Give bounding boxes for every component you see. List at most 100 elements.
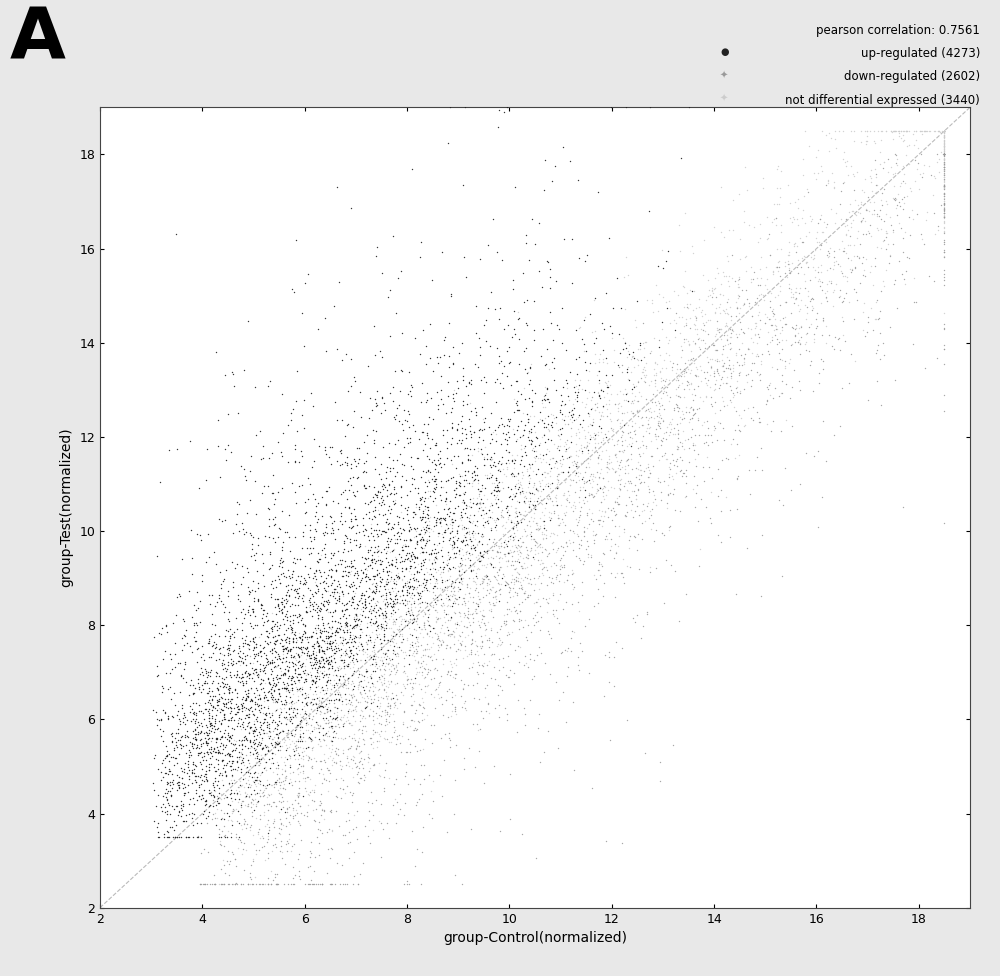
- Point: [388, 550, 404, 566]
- Point: [270, 735, 286, 751]
- Point: [285, 638, 301, 654]
- Point: [480, 237, 496, 253]
- Point: [662, 485, 678, 501]
- Point: [550, 427, 566, 442]
- Point: [647, 373, 663, 388]
- Point: [470, 504, 486, 519]
- Point: [686, 283, 702, 299]
- Point: [317, 582, 333, 597]
- Point: [936, 123, 952, 139]
- Point: [423, 547, 439, 562]
- Point: [773, 218, 789, 233]
- Point: [539, 441, 555, 457]
- Point: [308, 686, 324, 702]
- Point: [581, 459, 597, 474]
- Point: [487, 519, 503, 535]
- Point: [542, 492, 558, 508]
- Point: [402, 579, 418, 594]
- Point: [335, 743, 351, 758]
- Point: [483, 285, 499, 301]
- Point: [402, 519, 418, 535]
- Point: [719, 332, 735, 347]
- Point: [378, 614, 394, 630]
- Point: [525, 532, 541, 548]
- Point: [248, 731, 264, 747]
- Point: [408, 573, 424, 589]
- Point: [243, 527, 259, 543]
- Point: [664, 446, 680, 462]
- Point: [467, 458, 483, 473]
- Point: [347, 732, 363, 748]
- Point: [261, 529, 277, 545]
- Point: [482, 509, 498, 525]
- Point: [246, 765, 262, 781]
- Point: [605, 421, 621, 436]
- Point: [358, 480, 374, 496]
- Point: [312, 698, 328, 713]
- Point: [538, 455, 554, 470]
- Point: [672, 325, 688, 341]
- Point: [798, 446, 814, 462]
- Point: [687, 336, 703, 351]
- Point: [936, 179, 952, 194]
- Point: [261, 706, 277, 721]
- Point: [326, 298, 342, 313]
- Point: [567, 499, 583, 514]
- Point: [349, 596, 365, 612]
- Point: [631, 402, 647, 418]
- Point: [712, 321, 728, 337]
- Point: [610, 539, 626, 554]
- Point: [533, 455, 549, 470]
- Point: [542, 480, 558, 496]
- Point: [419, 478, 435, 494]
- Point: [400, 603, 416, 619]
- Point: [618, 340, 634, 355]
- Point: [898, 147, 914, 163]
- Point: [295, 627, 311, 642]
- Point: [781, 244, 797, 260]
- Point: [400, 731, 416, 747]
- Point: [584, 487, 600, 503]
- Point: [366, 432, 382, 448]
- Point: [285, 608, 301, 624]
- Point: [518, 341, 534, 356]
- Point: [205, 699, 221, 714]
- Point: [388, 305, 404, 321]
- Point: [255, 785, 271, 800]
- Point: [614, 433, 630, 449]
- Point: [599, 531, 615, 547]
- Point: [307, 673, 323, 689]
- Point: [403, 599, 419, 615]
- Point: [936, 170, 952, 185]
- Point: [234, 752, 250, 768]
- Point: [355, 565, 371, 581]
- Point: [314, 876, 330, 892]
- Point: [533, 551, 549, 567]
- Point: [457, 422, 473, 437]
- Point: [791, 304, 807, 319]
- Point: [491, 651, 507, 667]
- Point: [505, 545, 521, 560]
- Point: [336, 675, 352, 691]
- Point: [763, 317, 779, 333]
- Point: [815, 224, 831, 240]
- Point: [398, 548, 414, 563]
- Point: [774, 352, 790, 368]
- Point: [371, 708, 387, 723]
- Point: [328, 725, 344, 741]
- Point: [436, 511, 452, 527]
- Point: [537, 541, 553, 556]
- Point: [449, 480, 465, 496]
- Point: [591, 447, 607, 463]
- Point: [459, 579, 475, 594]
- Point: [598, 460, 614, 475]
- Point: [353, 562, 369, 578]
- Point: [755, 287, 771, 303]
- Point: [442, 549, 458, 565]
- Point: [678, 399, 694, 415]
- Point: [709, 364, 725, 380]
- Point: [755, 181, 771, 196]
- Point: [289, 609, 305, 625]
- Point: [510, 515, 526, 531]
- Point: [510, 310, 526, 326]
